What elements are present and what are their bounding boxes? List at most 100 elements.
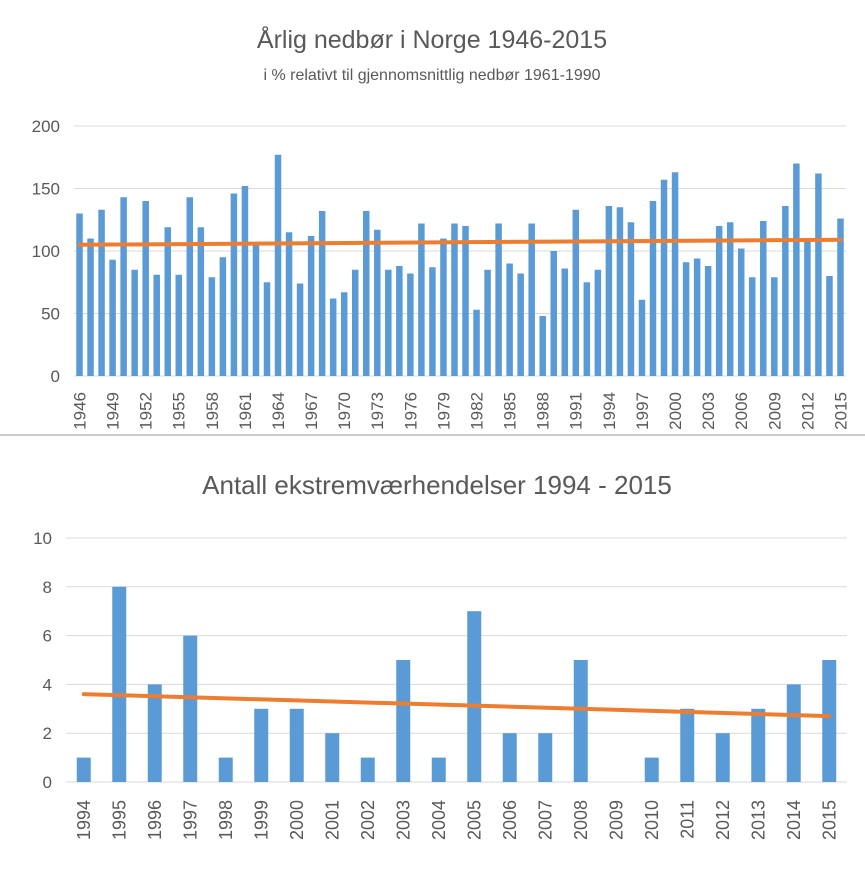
y-tick-label: 0 [43,773,52,792]
bar [318,211,326,376]
extreme-weather-chart: Antall ekstremværhendelser 1994 - 2015 0… [33,470,847,840]
x-tick-label: 2012 [798,392,817,430]
bar [254,708,269,782]
bar [296,283,304,376]
bar [98,209,105,376]
x-tick-label: 1991 [567,392,586,430]
bar [131,269,138,376]
y-tick-label: 50 [41,305,60,324]
bar [462,226,469,376]
bar [760,221,767,376]
bar [539,316,546,376]
bar [502,733,517,782]
bar [644,757,659,782]
x-tick-label: 2000 [287,800,307,840]
x-tick-label: 2008 [571,800,591,840]
bar [737,248,745,376]
bar [751,708,766,782]
precipitation-chart-panel: Årlig nedbør i Norge 1946-2015 i % relat… [0,0,865,436]
x-tick-label: 2015 [820,800,840,840]
y-tick-label: 100 [32,242,60,261]
x-tick-label: 1976 [401,392,420,430]
x-tick-label: 1998 [216,800,236,840]
bar [363,211,370,376]
bar [153,274,160,376]
x-tick-label: 1961 [236,392,255,430]
bar [289,708,304,782]
x-tick-label: 1997 [181,800,201,840]
bar [440,238,447,376]
bar [572,209,580,376]
bar [197,227,205,376]
bar [822,660,837,782]
x-tick-label: 1964 [269,392,288,430]
bar [396,660,411,782]
trend-line [77,237,843,247]
x-tick-label: 1949 [104,392,123,430]
bar [396,266,403,376]
x-tick-label: 2003 [699,392,718,430]
x-tick-label: 1952 [137,392,156,430]
bar [385,269,392,376]
bar [826,276,833,376]
x-tick-label: 1955 [170,392,189,430]
x-tick-label: 1994 [600,392,619,430]
bar [431,757,446,782]
x-tick-label: 1985 [501,392,520,430]
bar [771,277,778,376]
bar [815,173,822,376]
y-tick-label: 2 [43,724,52,743]
bar [252,244,260,376]
x-tick-label: 2002 [358,800,378,840]
bar [418,223,425,376]
bar [340,292,348,376]
bar [837,218,844,376]
chart-title: Årlig nedbør i Norge 1946-2015 [257,24,607,54]
bar [407,273,414,376]
bar [538,733,553,782]
bar [218,757,233,782]
bar [109,259,116,376]
bar [786,684,801,782]
y-tick-label: 6 [43,627,52,646]
x-tick-label: 1967 [302,392,321,430]
y-tick-label: 200 [32,117,60,136]
bar [351,269,359,376]
bar [219,257,227,376]
x-tick-label: 2005 [465,800,485,840]
trend-line [81,692,832,719]
y-tick-label: 0 [51,367,60,386]
bar [374,229,381,376]
x-tick-label: 2001 [323,800,343,840]
x-tick-label: 2013 [749,800,769,840]
x-tick-label: 2006 [732,392,751,430]
x-tick-label: 1979 [434,392,453,430]
bar [230,193,238,376]
x-tick-label: 1995 [110,800,130,840]
bar [583,282,591,376]
bar [164,227,171,376]
extreme-weather-chart-panel: Antall ekstremværhendelser 1994 - 2015 0… [0,438,865,877]
bar [616,207,624,376]
bar [241,186,249,376]
bar [561,268,569,376]
bar [627,222,635,376]
x-tick-label: 2003 [394,800,414,840]
bar [473,309,480,376]
bar [484,269,491,376]
bar [76,757,91,782]
bar [329,298,337,376]
x-tick-label: 2010 [642,800,662,840]
bar [506,263,513,376]
bar [285,232,293,376]
x-tick-label: 2011 [678,800,698,839]
bar [605,206,613,376]
bar [573,660,588,782]
bar [495,223,502,376]
bar [112,586,127,782]
x-tick-label: 1958 [203,392,222,430]
x-tick-label: 1988 [534,392,553,430]
bar [87,238,94,376]
y-tick-label: 8 [43,578,52,597]
y-tick-label: 150 [32,180,60,199]
